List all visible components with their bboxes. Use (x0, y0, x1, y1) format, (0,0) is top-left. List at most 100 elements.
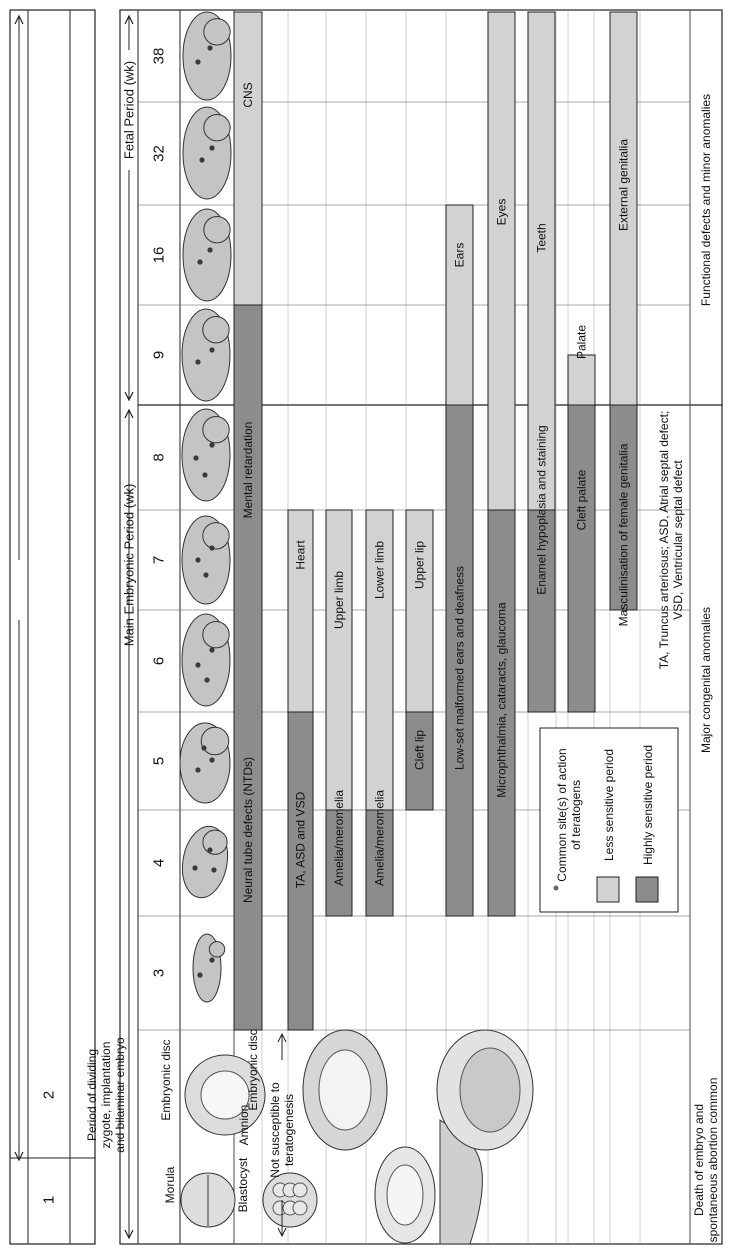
yolk-sac (318, 1049, 372, 1131)
highly-sensitive-bar (445, 404, 474, 917)
less-sensitive-label: Eyes (495, 199, 509, 226)
pre-embryonic-frame (9, 9, 96, 1245)
teratogen-site-dot (197, 972, 203, 978)
teratogen-site-dot (209, 647, 215, 653)
arrow-head (277, 1227, 287, 1238)
highly-sensitive-label: TA, ASD and VSD (294, 791, 308, 888)
teratogen-site-dot (202, 472, 208, 478)
week-number: 2 (41, 1091, 58, 1099)
legend-site-text: of teratogens (569, 780, 583, 850)
pre-embryonic-header: Period of dividing (85, 1049, 99, 1141)
teratogen-site-dot (209, 347, 215, 353)
legend-site-text: Common site(s) of action (555, 748, 569, 881)
less-sensitive-bar (405, 509, 434, 713)
less-sensitive-label: Ears (453, 243, 467, 268)
less-sensitive-swatch (596, 876, 620, 903)
legend: Common site(s) of action of teratogens Les… (539, 727, 679, 913)
teratogen-site-dot (209, 145, 215, 151)
pre-arrow-down-head (14, 1151, 24, 1162)
less-sensitive-label: Upper limb (332, 571, 346, 629)
highly-sensitive-label: Low-set malformed ears and deafness (453, 566, 467, 770)
week-number: 5 (151, 757, 168, 765)
highly-sensitive-bar (325, 809, 353, 917)
pre-embryonic-footer: spontaneous abortion common (706, 1078, 720, 1243)
highly-sensitive-bar (527, 509, 556, 713)
abbreviation-note: TA, Truncus arteriosus; ASD, Atrial sept… (657, 411, 671, 670)
fetal-arrow-up-head (124, 14, 134, 25)
morula-cell (292, 1200, 308, 1216)
highly-sensitive-label: Neural tube defects (NTDs) (241, 757, 255, 903)
morula-label: Morula (163, 1166, 177, 1203)
embryo-head (208, 941, 226, 958)
week-number: 16 (151, 247, 168, 264)
less-sensitive-bar (445, 204, 474, 406)
less-sensitive-bar (567, 354, 596, 406)
less-sensitive-label: CNS (241, 82, 255, 107)
highly-sensitive-swatch (635, 876, 659, 903)
highly-sensitive-bar (567, 404, 596, 713)
pre-embryonic-header: and bilaminar embryo (113, 1037, 127, 1153)
not-susceptible-label: Not susceptible to (268, 1082, 282, 1178)
embryonic-arrow-up-head (124, 408, 134, 419)
highly-sensitive-label: Enamel hypoplasia and staining (535, 425, 549, 594)
less-sensitive-bar (609, 11, 638, 406)
morula-illustration (262, 1172, 318, 1228)
highly-sensitive-bar (287, 711, 314, 1031)
highly-sensitive-label: Cleft palate (575, 469, 589, 530)
teratogen-site-dot (209, 957, 215, 963)
pre-embryonic-header: zygote, implantation (99, 1042, 113, 1149)
week-number: 4 (151, 859, 168, 867)
embryo-head (203, 216, 231, 244)
week-number: 9 (151, 351, 168, 359)
less-sensitive-bar (365, 509, 394, 811)
teratogen-site-dot (199, 157, 205, 163)
less-sensitive-bar (233, 11, 263, 306)
embryo-head (203, 114, 231, 142)
teratogen-site-dot (209, 545, 215, 551)
less-sensitive-bar (527, 11, 556, 511)
amniotic-cavity (200, 1070, 250, 1120)
legend-high-text: Highly sensitive period (641, 745, 655, 865)
legend-less-text: Less sensitive period (602, 749, 616, 861)
teratogen-site-dot (209, 442, 215, 448)
embryo-head (202, 621, 230, 649)
highly-sensitive-label: Microphthalmia, cataracts, glaucoma (495, 602, 509, 798)
disc-inner (459, 1047, 521, 1133)
highly-sensitive-label: Amelia/meromelia (332, 790, 346, 886)
less-sensitive-label: Heart (294, 540, 308, 570)
week-number: 3 (151, 969, 168, 977)
morula-cell (292, 1182, 308, 1198)
blastocyst-label: Blastocyst (236, 1157, 250, 1212)
less-sensitive-bar (325, 509, 353, 811)
highly-sensitive-bar (233, 304, 263, 1031)
week-number: 32 (151, 145, 168, 162)
week-number: 7 (151, 556, 168, 564)
teratogen-site-dot (211, 867, 217, 873)
highly-sensitive-bar (487, 509, 516, 917)
fetal-period-title: Fetal Period (wk) (122, 61, 137, 159)
highly-sensitive-label: Amelia/meromelia (373, 790, 387, 886)
week-number: 6 (151, 657, 168, 665)
embryo-head (202, 829, 228, 855)
highly-sensitive-bar (405, 711, 434, 811)
teratogen-site-dot (203, 572, 209, 578)
highly-sensitive-label: Masculinisation of female genitalia (617, 443, 631, 626)
teratogen-site-dot (207, 847, 213, 853)
less-sensitive-label: Teeth (535, 223, 549, 252)
teratogen-site-dot (195, 59, 201, 65)
embryonic-disc-label: Embryonic disc (246, 1029, 260, 1110)
amnion-label: Amnion (237, 1105, 251, 1146)
less-sensitive-bar (287, 509, 314, 713)
sensitivity-bars (233, 11, 638, 1031)
less-sensitive-label: Upper lip (413, 541, 427, 589)
embryonic-arrow-down-head (124, 1229, 134, 1240)
less-sensitive-label: External genitalia (617, 139, 631, 231)
main-frame (119, 9, 723, 1245)
teratogen-site-dot (201, 745, 207, 751)
teratogen-site-dot (204, 677, 210, 683)
week-number: 8 (151, 453, 168, 461)
embryo-head (200, 726, 230, 756)
abbreviation-note: VSD, Ventricular septal defect (671, 460, 685, 620)
